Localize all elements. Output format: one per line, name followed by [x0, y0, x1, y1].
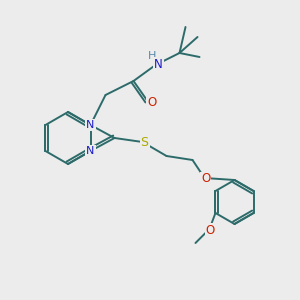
Text: O: O [147, 97, 156, 110]
Text: N: N [86, 146, 95, 156]
Text: N: N [86, 120, 95, 130]
Text: O: O [206, 224, 215, 236]
Text: N: N [154, 58, 163, 70]
Text: O: O [201, 172, 210, 185]
Text: S: S [140, 136, 148, 148]
Text: H: H [148, 51, 157, 61]
